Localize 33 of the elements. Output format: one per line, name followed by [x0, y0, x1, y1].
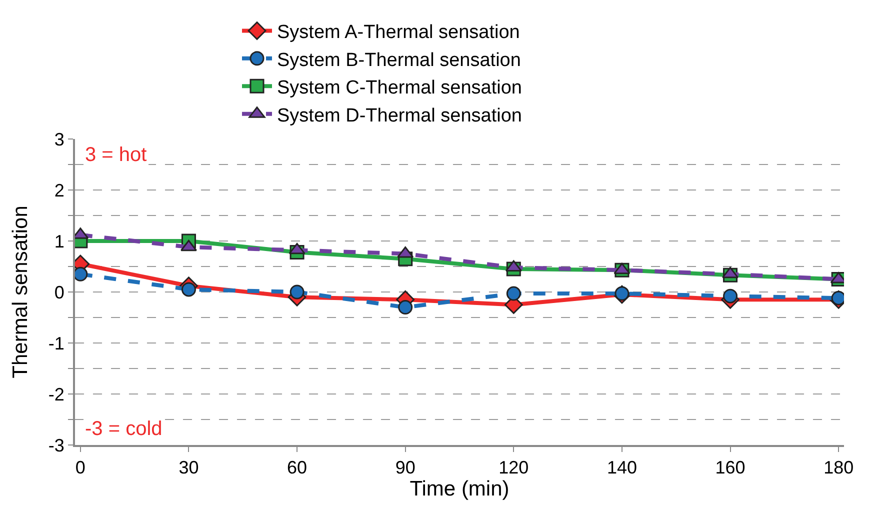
- legend-label: System A-Thermal sensation: [277, 22, 520, 44]
- legend-label: System D-Thermal sensation: [277, 105, 522, 126]
- x-tick-label: 60: [287, 458, 308, 478]
- y-tick-label: 1: [54, 231, 64, 252]
- y-tick-label: 2: [54, 180, 64, 200]
- x-tick-label: 160: [715, 458, 746, 478]
- legend-label: System C-Thermal sensation: [277, 78, 522, 99]
- point: [288, 242, 306, 254]
- point: [290, 284, 304, 300]
- x-axis-title: Time (min): [410, 478, 510, 501]
- point: [181, 282, 196, 297]
- y-tick-label: -1: [48, 333, 64, 354]
- annotation: 3 = hot: [85, 144, 148, 166]
- point: [723, 288, 738, 304]
- point: [614, 262, 630, 274]
- y-tick-label: -2: [48, 384, 64, 404]
- point: [506, 286, 521, 301]
- x-tick-label: 140: [606, 458, 637, 478]
- y-tick-label: 3: [54, 129, 64, 150]
- legend-label: System B-Thermal sensation: [277, 50, 521, 71]
- x-tick-label: 180: [824, 458, 854, 478]
- y-tick-label: 0: [54, 282, 64, 302]
- point: [180, 240, 197, 252]
- point: [505, 260, 522, 272]
- x-tick-label: 30: [178, 458, 199, 478]
- y-tick-label: -3: [48, 435, 64, 456]
- x-tick-label: 0: [75, 458, 86, 478]
- annotation: -3 = cold: [85, 418, 162, 440]
- point: [398, 300, 413, 315]
- x-tick-label: 120: [498, 458, 529, 478]
- x-tick-label: 90: [395, 458, 416, 478]
- y-axis-title: Thermal sensation: [9, 206, 32, 378]
- point: [722, 266, 739, 278]
